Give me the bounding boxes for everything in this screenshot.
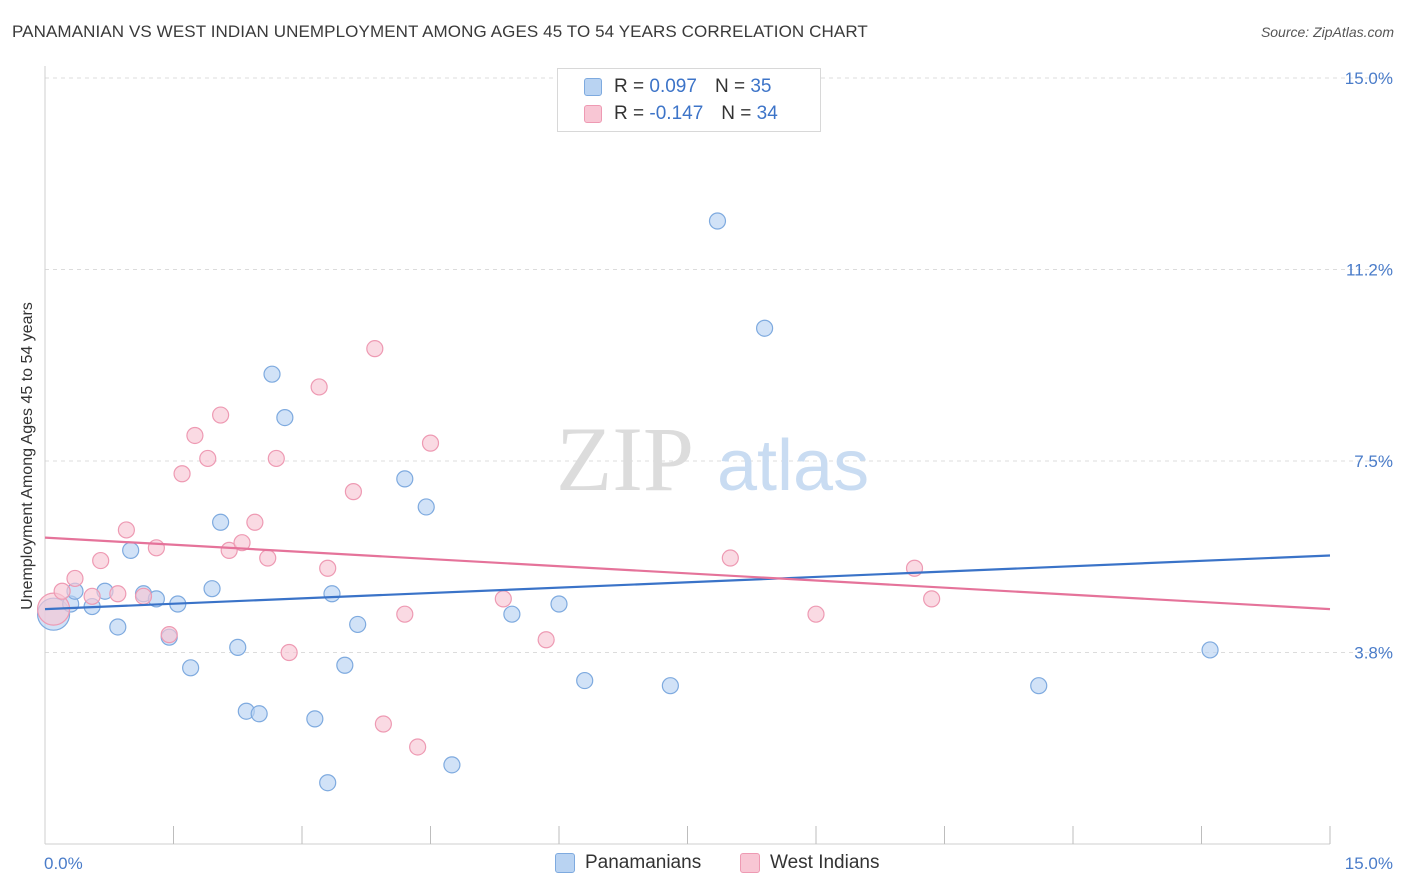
data-point[interactable] [1030, 677, 1048, 695]
data-point[interactable] [576, 671, 594, 690]
legend-row-panamanians: R = 0.097 N = 35 [584, 75, 771, 99]
data-point[interactable] [250, 705, 268, 723]
data-point[interactable] [319, 559, 337, 577]
data-point[interactable] [259, 549, 277, 567]
data-point[interactable] [186, 426, 204, 445]
source-text: Source: ZipAtlas.com [1260, 24, 1394, 40]
trend-line-west-indians [44, 536, 1331, 611]
data-point[interactable] [396, 470, 414, 488]
tick-labels: 3.8% 7.5% 11.2% 15.0% 0.0% 15.0% [44, 69, 1393, 873]
data-point[interactable] [212, 513, 230, 531]
data-point[interactable] [246, 513, 264, 531]
data-point[interactable] [53, 582, 71, 600]
data-point[interactable] [550, 595, 568, 613]
data-point[interactable] [306, 710, 324, 728]
legend-swatch-pink [584, 105, 602, 123]
data-point[interactable] [66, 569, 84, 588]
data-point[interactable] [280, 643, 298, 662]
legend-swatch-blue [584, 78, 602, 96]
data-point[interactable] [212, 406, 230, 424]
data-point[interactable] [173, 465, 191, 483]
legend-swatch-pink [740, 853, 760, 873]
data-point[interactable] [366, 340, 384, 358]
legend-row-west-indians: R = -0.147 N = 34 [584, 102, 778, 126]
series-west-indians-points [36, 340, 941, 756]
data-point[interactable] [396, 605, 414, 623]
data-point[interactable] [409, 738, 427, 756]
data-point[interactable] [708, 212, 727, 230]
data-point[interactable] [134, 587, 153, 605]
data-point[interactable] [344, 483, 362, 501]
legend-r-value: 0.097 [649, 76, 697, 97]
data-point[interactable] [349, 615, 367, 634]
grid-lines [45, 77, 1392, 653]
watermark-zip: ZIP [556, 408, 694, 510]
chart-title: PANAMANIAN VS WEST INDIAN UNEMPLOYMENT A… [12, 22, 868, 41]
trend-line-panamanians [44, 554, 1331, 611]
y-axis-label: Unemployment Among Ages 45 to 54 years [19, 302, 36, 610]
data-point[interactable] [537, 631, 555, 649]
legend-r-label: R = [614, 76, 645, 97]
data-point[interactable] [199, 449, 217, 468]
data-point[interactable] [109, 585, 127, 603]
legend-n-label: N = [714, 76, 746, 97]
legend-r-label: R = [614, 103, 645, 124]
data-point[interactable] [182, 659, 200, 677]
data-point[interactable] [923, 590, 941, 608]
data-point[interactable] [336, 656, 354, 674]
data-point[interactable] [233, 534, 251, 552]
legend-n-label: N = [721, 103, 752, 124]
data-point[interactable] [503, 605, 521, 623]
data-point[interactable] [160, 626, 178, 644]
data-point[interactable] [109, 618, 127, 636]
y-tick-label: 15.0% [1345, 69, 1393, 88]
data-point[interactable] [661, 677, 679, 695]
data-point[interactable] [220, 541, 238, 559]
data-point[interactable] [122, 541, 140, 559]
y-tick-label: 11.2% [1346, 261, 1393, 280]
data-point[interactable] [203, 580, 221, 598]
source-attribution[interactable]: Source: ZipAtlas.com [1261, 24, 1394, 40]
data-point[interactable] [374, 715, 392, 733]
y-tick-label: 3.8% [1354, 644, 1393, 663]
correlation-legend: R = 0.097 N = 35 R = -0.147 N = 34 [557, 68, 821, 132]
watermark-atlas: atlas [717, 426, 869, 506]
data-point[interactable] [117, 521, 135, 539]
y-tick-label: 7.5% [1354, 452, 1393, 471]
legend-r-value: -0.147 [649, 103, 704, 124]
legend-n-value: 35 [750, 76, 772, 97]
data-point[interactable] [807, 605, 825, 623]
axes [44, 66, 1331, 845]
data-point[interactable] [443, 756, 461, 774]
data-point[interactable] [267, 449, 285, 468]
data-point[interactable] [721, 549, 739, 567]
watermark: ZIP atlas [556, 408, 869, 510]
x-tick-label: 15.0% [1345, 854, 1393, 873]
data-point[interactable] [494, 590, 512, 608]
legend-item-west-indians[interactable]: West Indians [740, 852, 879, 874]
data-point[interactable] [755, 319, 774, 337]
data-point[interactable] [319, 774, 337, 792]
data-point[interactable] [83, 587, 101, 605]
data-point[interactable] [310, 378, 328, 396]
data-point[interactable] [147, 539, 165, 557]
x-tick-label: 0.0% [44, 854, 83, 873]
data-point[interactable] [421, 434, 440, 452]
trend-lines [44, 536, 1331, 611]
legend-item-panamanians[interactable]: Panamanians [555, 852, 701, 874]
data-point[interactable] [92, 551, 110, 570]
legend-label-west-indians: West Indians [770, 852, 880, 873]
legend-n-value: 34 [756, 103, 778, 124]
data-point[interactable] [276, 408, 294, 427]
data-point[interactable] [323, 585, 341, 603]
legend-swatch-blue [555, 853, 575, 873]
legend-label-panamanians: Panamanians [585, 852, 702, 873]
data-point[interactable] [263, 365, 281, 383]
data-point[interactable] [1201, 641, 1219, 659]
data-point[interactable] [417, 498, 435, 516]
data-point[interactable] [229, 638, 247, 656]
